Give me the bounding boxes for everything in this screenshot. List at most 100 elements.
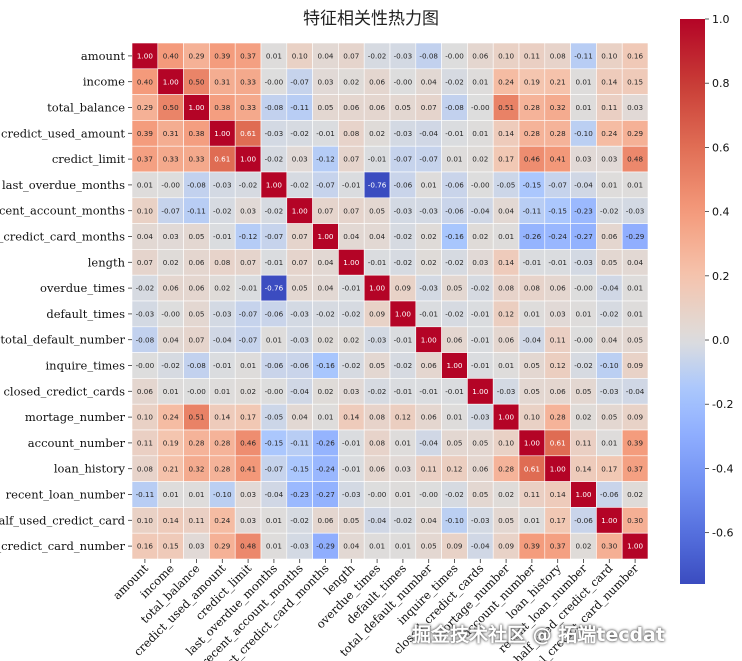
heatmap-cell: [312, 429, 339, 457]
cell-value-label: -0.01: [342, 439, 361, 448]
heatmap-cell: [570, 429, 597, 457]
heatmap-cell: [441, 352, 468, 379]
cell-value-label: 0.11: [550, 335, 566, 344]
heatmap-cell: [415, 378, 442, 405]
cell-value-label: 0.46: [240, 439, 256, 448]
cell-value-label: 0.15: [627, 77, 643, 86]
heatmap-cell: [209, 197, 236, 224]
heatmap-cell: [518, 326, 546, 353]
y-tick-label: last_overdue_months: [2, 178, 125, 192]
cell-value-label: -0.24: [548, 232, 567, 241]
heatmap-cell: [621, 455, 649, 482]
colorbar-tick-label: 0.6: [712, 141, 730, 154]
cell-value-label: -0.15: [523, 181, 542, 190]
cell-value-label: 0.05: [369, 206, 385, 215]
cell-value-label: -0.01: [419, 387, 438, 396]
cell-value-label: 0.11: [137, 439, 153, 448]
cell-value-label: 0.30: [601, 542, 617, 551]
y-tick-label: total_balance: [47, 101, 125, 115]
cell-value-label: -0.03: [600, 387, 619, 396]
heatmap-cell: [621, 507, 649, 534]
cell-value-label: 1.00: [627, 542, 643, 551]
cell-value-label: 0.05: [498, 516, 514, 525]
heatmap-cell: [621, 68, 649, 95]
cell-value-label: 0.32: [188, 464, 204, 473]
cell-value-label: 0.39: [524, 542, 540, 551]
cell-value-label: 1.00: [575, 490, 591, 499]
cell-value-label: -0.23: [574, 206, 593, 215]
heatmap-cell: [518, 532, 546, 560]
cell-value-label: -0.03: [265, 129, 284, 138]
cell-value-label: 0.03: [163, 232, 179, 241]
cell-value-label: 0.01: [266, 516, 282, 525]
cell-value-label: 1.00: [369, 284, 385, 293]
cell-value-label: 0.01: [188, 490, 204, 499]
heatmap-cell: [157, 94, 184, 121]
cell-value-label: 0.16: [627, 52, 643, 61]
cell-value-label: 0.37: [550, 542, 566, 551]
cell-value-label: -0.11: [290, 103, 309, 112]
heatmap-cell: [544, 378, 571, 405]
cell-value-label: -0.02: [265, 155, 284, 164]
cell-value-label: -0.07: [548, 181, 567, 190]
heatmap-cell: [441, 532, 468, 560]
y-tick-label: credict_used_amount: [1, 126, 125, 140]
cell-value-label: 0.01: [421, 181, 437, 190]
cell-value-label: 0.01: [627, 310, 643, 319]
heatmap-cell: [492, 274, 520, 302]
heatmap-cell: [286, 455, 313, 482]
heatmap-cell: [312, 94, 339, 121]
colorbar-tick-label: 1.0: [712, 13, 730, 26]
cell-value-label: -0.01: [368, 155, 387, 164]
heatmap-cell: [441, 171, 468, 199]
heatmap-cell: [518, 171, 546, 199]
cell-value-label: 0.08: [369, 439, 385, 448]
cell-value-label: -0.03: [471, 516, 490, 525]
cell-value-label: 0.03: [292, 155, 308, 164]
cell-value-label: 0.06: [369, 77, 385, 86]
cell-value-label: 0.01: [266, 542, 282, 551]
cell-value-label: -0.00: [394, 77, 413, 86]
heatmap-cell: [621, 378, 649, 405]
heatmap-cell: [621, 94, 649, 121]
cell-value-label: -0.02: [600, 206, 619, 215]
heatmap-cell: [467, 326, 494, 353]
cell-value-label: -0.02: [600, 310, 619, 319]
heatmap-cell: [363, 507, 391, 534]
cell-value-label: -0.00: [574, 284, 593, 293]
cell-value-label: 0.17: [498, 155, 514, 164]
cell-value-label: 0.06: [188, 284, 204, 293]
colorbar-tick-label: 0.8: [712, 77, 730, 90]
cell-value-label: 0.07: [343, 52, 359, 61]
cell-value-label: 0.61: [214, 155, 230, 164]
y-tick-label: inquire_times: [46, 359, 126, 373]
cell-value-label: 0.01: [395, 439, 411, 448]
cell-value-label: 0.11: [575, 439, 591, 448]
y-tick-label: length: [88, 255, 126, 269]
y-tick-label: total_default_number: [0, 333, 125, 347]
cell-value-label: 0.30: [627, 516, 643, 525]
cell-value-label: -0.29: [316, 542, 335, 551]
heatmap-cell: [209, 352, 236, 379]
cell-value-label: 0.06: [369, 103, 385, 112]
cell-value-label: 0.01: [498, 361, 514, 370]
cell-value-label: -0.07: [316, 181, 335, 190]
cell-value-label: 0.04: [317, 258, 333, 267]
cell-value-label: 0.02: [575, 413, 591, 422]
heatmap-cell: [183, 94, 210, 121]
cell-value-label: 0.06: [343, 103, 359, 112]
cell-value-label: 0.04: [343, 232, 359, 241]
cell-value-label: 1.00: [601, 516, 617, 525]
heatmap-cell: [157, 120, 184, 147]
cell-value-label: -0.10: [600, 361, 619, 370]
cell-value-label: 0.04: [317, 52, 333, 61]
heatmap-cell: [363, 249, 391, 276]
cell-value-label: -0.01: [394, 335, 413, 344]
heatmap-cell: [234, 68, 262, 95]
heatmap-cell: [467, 145, 494, 173]
cell-value-label: 0.48: [627, 155, 643, 164]
cell-value-label: 0.02: [421, 232, 437, 241]
heatmap-cell: [338, 197, 365, 224]
cell-value-label: 0.37: [137, 155, 153, 164]
cell-value-label: 0.46: [524, 155, 540, 164]
